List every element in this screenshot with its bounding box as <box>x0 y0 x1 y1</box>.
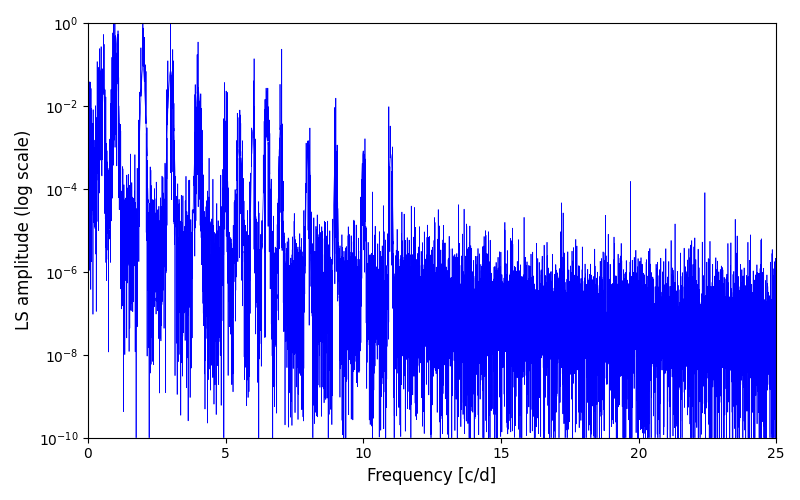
Y-axis label: LS amplitude (log scale): LS amplitude (log scale) <box>15 130 33 330</box>
X-axis label: Frequency [c/d]: Frequency [c/d] <box>367 467 497 485</box>
